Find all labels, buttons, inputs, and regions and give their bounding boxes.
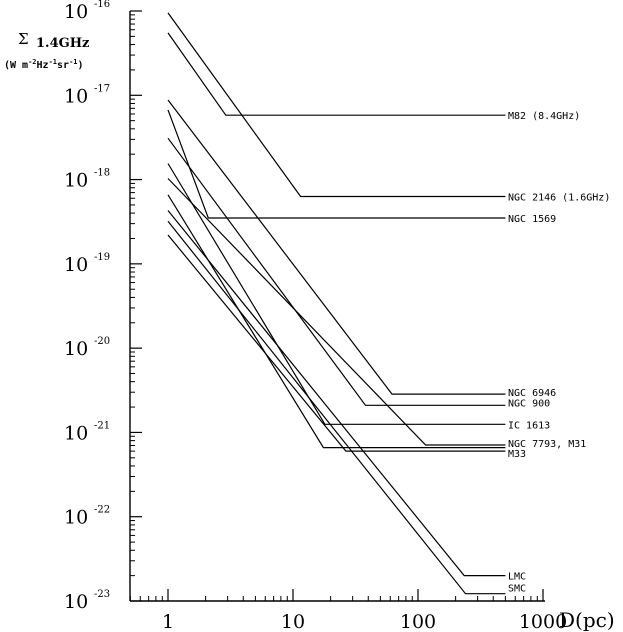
y-tick-exponent: -17 <box>94 83 110 94</box>
series-label: NGC 2146 (1.6GHz) <box>508 192 610 203</box>
x-tick-label: 100 <box>400 611 436 632</box>
series-line <box>167 220 506 595</box>
series-line <box>167 12 506 198</box>
series-label: SMC <box>508 584 526 595</box>
y-tick-exponent: -16 <box>94 0 110 10</box>
series-line <box>167 178 506 446</box>
series-line <box>167 137 506 406</box>
y-tick-exponent: -23 <box>94 589 110 600</box>
y-tick-exponent: -21 <box>94 420 110 431</box>
series-line <box>167 32 506 116</box>
y-tick-label: 10 <box>64 507 88 529</box>
y-axis-label-unit-exp1: -2 <box>28 58 36 66</box>
series-lines <box>167 12 506 595</box>
y-tick-label: 10 <box>64 422 88 444</box>
series-label: NGC 6946 <box>508 388 556 399</box>
y-axis-label-subscript: 1.4GHz <box>36 36 89 51</box>
y-tick-label: 10 <box>64 254 88 276</box>
series-line <box>167 234 506 452</box>
y-tick-label: 10 <box>64 591 88 613</box>
series-label: NGC 1569 <box>508 214 556 225</box>
series-line <box>167 163 506 425</box>
y-tick-label: 10 <box>64 85 88 107</box>
x-tick-label: 10 <box>281 611 305 632</box>
series-label: IC 1613 <box>508 420 550 431</box>
y-axis-label-unit: (W m-2Hz-1sr-1) <box>4 58 84 71</box>
series-line <box>167 194 506 449</box>
y-tick-exponent: -20 <box>94 336 110 347</box>
y-axis-label: Σ 1.4GHz (W m-2Hz-1sr-1) <box>4 30 89 71</box>
y-tick-exponent: -22 <box>94 505 110 516</box>
y-tick-exponent: -18 <box>94 168 110 179</box>
y-tick-label: 10 <box>64 338 88 360</box>
y-tick-label: 10 <box>64 170 88 192</box>
x-tick-label: 1000 <box>519 611 567 632</box>
series-line <box>167 99 506 395</box>
y-tick-exponent: -19 <box>94 252 110 263</box>
series-label: M82 (8.4GHz) <box>508 111 580 122</box>
y-tick-label: 10 <box>64 1 88 23</box>
x-tick-label: 1 <box>162 611 174 632</box>
ticks: 10 -16 10 -17 10 -18 10 -19 10 -20 10 -21 10 -22 10 -23… <box>64 0 567 632</box>
y-axis-label-unit-exp2: -1 <box>49 58 57 66</box>
x-axis-label: D(pc) <box>559 608 615 632</box>
series-line <box>167 109 506 219</box>
series-label: LMC <box>508 572 526 583</box>
axes <box>129 11 545 602</box>
series-label: NGC 900 <box>508 398 550 409</box>
y-axis-label-unit-exp3: -1 <box>69 58 77 66</box>
y-axis-label-symbol: Σ <box>18 30 29 48</box>
series-label: NGC 7793, M31 <box>508 439 586 450</box>
series-labels: M82 (8.4GHz) NGC 2146 (1.6GHz) NGC 1569 NGC… <box>508 111 610 594</box>
series-line <box>167 210 506 577</box>
series-label: M33 <box>508 449 526 460</box>
